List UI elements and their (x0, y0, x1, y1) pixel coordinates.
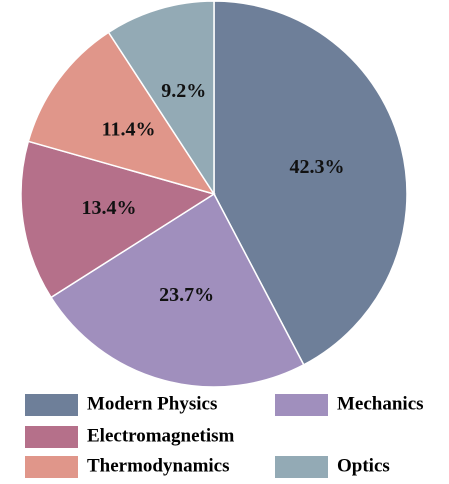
slice-label: 9.2% (161, 80, 206, 102)
legend-swatch (25, 394, 78, 416)
legend-label: Modern Physics (87, 393, 217, 414)
pie-slice (213, 0, 408, 366)
pie-slice (27, 31, 216, 196)
legend-swatch (275, 456, 328, 478)
slice-label: 23.7% (159, 284, 214, 306)
slice-label: 42.3% (290, 156, 345, 178)
slice-label: 11.4% (102, 119, 156, 141)
pie-slice (107, 0, 215, 197)
legend-swatch (25, 426, 78, 448)
legend-label: Optics (337, 455, 390, 476)
legend-swatch (275, 394, 328, 416)
legend-label: Electromagnetism (87, 425, 235, 446)
slice-label: 13.4% (81, 197, 136, 219)
legend-label: Thermodynamics (87, 455, 230, 476)
legend-label: Mechanics (337, 393, 424, 414)
pie-slice (50, 192, 305, 388)
legend-swatch (25, 456, 78, 478)
